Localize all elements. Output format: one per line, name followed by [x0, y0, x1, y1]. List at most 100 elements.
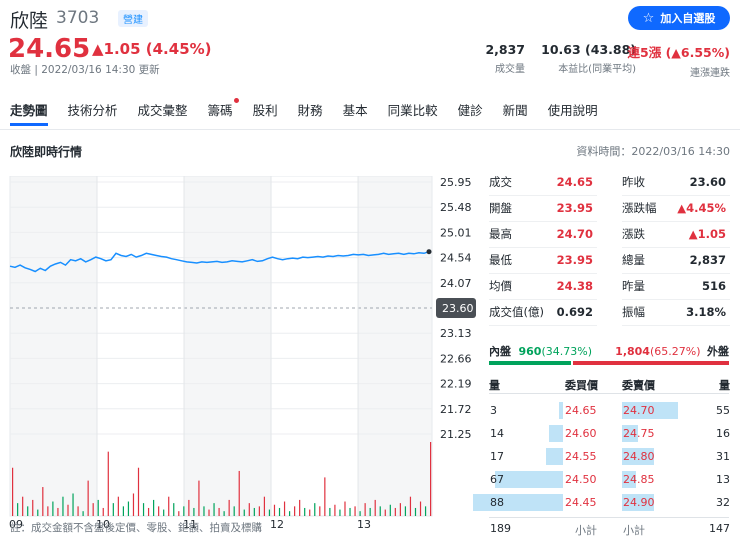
tab-3[interactable]: 籌碼 — [208, 98, 239, 126]
quote-label: 漲跌 — [622, 227, 645, 241]
stock-code: 3703 — [56, 8, 100, 28]
tab-label: 股利 — [252, 103, 278, 118]
volume-bar — [409, 496, 412, 516]
volume-bar — [107, 451, 109, 516]
buy-qty: 3 — [490, 404, 497, 417]
inner-pct: (34.73%) — [541, 345, 592, 358]
orderbook-header: 量 — [489, 379, 500, 392]
outer-value: 1,804 — [615, 345, 650, 358]
x-tick-label: 12 — [270, 518, 284, 531]
tab-2[interactable]: 成交彙整 — [138, 100, 188, 126]
volume-bar — [404, 506, 407, 516]
tab-1[interactable]: 技術分析 — [68, 100, 118, 126]
y-tick-label: 25.48 — [440, 201, 472, 214]
volume-bar — [339, 509, 341, 516]
tab-10[interactable]: 使用說明 — [548, 100, 598, 126]
volume-bar — [62, 496, 64, 516]
volume-bar — [92, 503, 94, 516]
stat-label: 連漲連跌 — [690, 68, 730, 79]
stat-streak: 連5漲 (▲6.55%) 連漲連跌 — [628, 42, 730, 79]
outer-bar — [573, 361, 729, 365]
quote-row: 成交值(億) 0.692 — [489, 299, 597, 326]
reference-badge — [436, 298, 476, 318]
intraday-chart[interactable]: 25.95 25.48 25.01 24.54 24.07 23.13 22.66 22.19… — [8, 176, 478, 536]
tab-8[interactable]: 健診 — [458, 100, 483, 126]
quote-label: 均價 — [489, 279, 512, 293]
volume-bar — [42, 487, 44, 516]
volume-bar — [228, 499, 230, 516]
volume-bar — [218, 507, 220, 516]
buy-price: 24.60 — [565, 427, 597, 440]
tab-label: 健診 — [457, 103, 483, 118]
chart-band — [184, 176, 272, 516]
tab-4[interactable]: 股利 — [253, 100, 278, 126]
volume-bar — [258, 506, 260, 516]
buy-volume-bar — [545, 448, 563, 465]
buy-qty: 67 — [490, 473, 504, 486]
reference-label: 23.60 — [442, 302, 474, 315]
x-tick-label: 10 — [96, 518, 110, 531]
sell-price: 24.75 — [623, 427, 655, 440]
volume-bar — [283, 501, 286, 516]
tab-7[interactable]: 同業比較 — [388, 100, 438, 126]
volume-bar — [334, 504, 336, 516]
header-divider — [489, 393, 729, 394]
buy-total: 189 — [490, 522, 511, 535]
tab-label: 走勢圖 — [10, 103, 48, 118]
volume-bar — [97, 499, 99, 516]
volume-bar — [248, 503, 250, 516]
buy-volume-bar — [559, 402, 563, 419]
volume-bar — [102, 507, 104, 516]
sell-price: 24.85 — [623, 473, 655, 486]
outer-pct: (65.27%) — [649, 345, 701, 358]
y-tick-label: 21.25 — [440, 428, 472, 441]
tab-6[interactable]: 基本 — [343, 100, 368, 126]
volume-bar — [193, 507, 195, 516]
add-watchlist-button[interactable]: ☆ 加入自選股 — [628, 6, 730, 30]
volume-bar — [168, 496, 170, 516]
quote-row: 均價 24.38 — [489, 273, 597, 300]
volume-bar — [233, 506, 235, 516]
volume-bar — [112, 503, 114, 516]
volume-bar — [72, 493, 74, 516]
quote-value: 2,837 — [689, 253, 726, 267]
sell-volume-bar — [622, 425, 639, 442]
volume-bar — [359, 511, 361, 516]
volume-bar — [132, 493, 135, 516]
data-time: 資料時間：2022/03/16 14:30 — [576, 145, 730, 158]
stat-volume: 2,837 成交量 — [485, 42, 525, 75]
volume-bar — [12, 467, 14, 516]
quote-value: 3.18% — [686, 305, 726, 319]
sell-volume-bar — [622, 402, 678, 419]
volume-bar — [213, 503, 215, 516]
buy-volume-bar — [494, 471, 563, 488]
buy-price: 24.65 — [565, 404, 597, 417]
buy-total-label: 小計 — [575, 524, 597, 537]
sell-volume-bar — [622, 448, 654, 465]
buy-qty: 88 — [490, 496, 504, 509]
orderbook-header: 委賣價 — [622, 379, 655, 392]
quote-label: 振幅 — [622, 305, 645, 319]
quote-label: 最低 — [489, 253, 512, 267]
market-badge[interactable]: 營建 — [118, 10, 148, 27]
tab-divider — [0, 129, 740, 130]
volume-bar — [22, 496, 24, 516]
y-tick-label: 23.13 — [440, 327, 472, 340]
quote-row: 振幅 3.18% — [622, 299, 730, 326]
volume-bar — [142, 503, 145, 516]
volume-bar — [87, 480, 89, 516]
notification-dot — [233, 98, 239, 103]
y-tick-label: 25.01 — [440, 226, 472, 239]
tab-label: 技術分析 — [67, 103, 118, 118]
quote-row: 開盤 23.95 — [489, 195, 597, 222]
quote-label: 漲跌幅 — [622, 201, 657, 215]
x-tick-label: 11 — [183, 518, 197, 531]
tab-9[interactable]: 新聞 — [503, 100, 528, 126]
sell-price: 24.70 — [623, 404, 655, 417]
tab-0[interactable]: 走勢圖 — [10, 100, 48, 126]
buy-price: 24.45 — [565, 496, 597, 509]
volume-bar — [430, 442, 432, 516]
y-tick-label: 25.95 — [440, 176, 472, 189]
tab-5[interactable]: 財務 — [298, 100, 323, 126]
star-icon: ☆ — [642, 10, 655, 26]
